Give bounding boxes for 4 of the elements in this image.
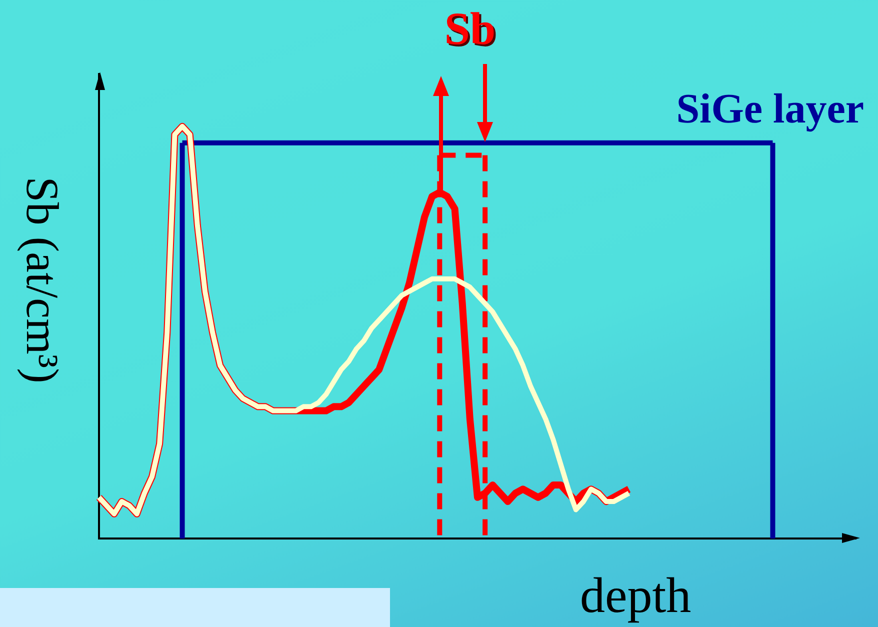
series-label: SiGe layer — [676, 86, 864, 133]
x-axis-title: depth — [580, 567, 692, 623]
text: Sb — [444, 3, 496, 54]
y-axis-title: Sb (at/cm³) — [17, 176, 68, 384]
